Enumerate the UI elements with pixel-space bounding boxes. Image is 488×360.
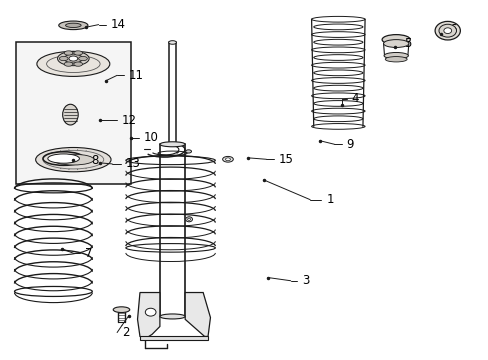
- Ellipse shape: [74, 62, 82, 66]
- Text: 5: 5: [403, 37, 410, 50]
- Ellipse shape: [383, 40, 408, 48]
- Ellipse shape: [113, 307, 129, 312]
- Text: 8: 8: [91, 154, 99, 167]
- Ellipse shape: [74, 51, 82, 55]
- Ellipse shape: [160, 314, 185, 319]
- Text: 14: 14: [111, 18, 125, 31]
- Ellipse shape: [443, 28, 451, 33]
- Ellipse shape: [69, 56, 78, 61]
- Ellipse shape: [438, 24, 456, 37]
- Text: 3: 3: [301, 274, 308, 287]
- Ellipse shape: [64, 54, 82, 63]
- Ellipse shape: [46, 55, 100, 72]
- Ellipse shape: [37, 51, 110, 76]
- Text: 1: 1: [325, 193, 333, 206]
- Polygon shape: [185, 293, 210, 337]
- Ellipse shape: [62, 104, 78, 125]
- Text: 15: 15: [278, 153, 293, 166]
- Text: 10: 10: [143, 131, 159, 144]
- Ellipse shape: [383, 53, 407, 59]
- Ellipse shape: [168, 41, 176, 44]
- Ellipse shape: [385, 57, 407, 62]
- Ellipse shape: [222, 157, 233, 162]
- Ellipse shape: [79, 57, 87, 61]
- Text: 4: 4: [351, 92, 358, 105]
- Ellipse shape: [58, 51, 89, 66]
- Ellipse shape: [64, 51, 73, 55]
- Ellipse shape: [145, 308, 156, 316]
- Ellipse shape: [65, 23, 81, 27]
- Text: 7: 7: [85, 247, 92, 260]
- Ellipse shape: [36, 148, 111, 172]
- Polygon shape: [140, 337, 207, 340]
- Ellipse shape: [59, 57, 68, 61]
- Polygon shape: [137, 293, 160, 339]
- Ellipse shape: [160, 142, 185, 147]
- Ellipse shape: [434, 21, 459, 40]
- FancyBboxPatch shape: [16, 42, 131, 184]
- Ellipse shape: [64, 62, 73, 66]
- Text: 11: 11: [128, 69, 143, 82]
- Ellipse shape: [185, 150, 191, 153]
- Text: 9: 9: [346, 138, 353, 151]
- Ellipse shape: [53, 154, 94, 165]
- Text: 6: 6: [448, 23, 455, 36]
- Text: 2: 2: [122, 326, 129, 339]
- Ellipse shape: [185, 217, 192, 222]
- Ellipse shape: [187, 218, 190, 220]
- Ellipse shape: [43, 150, 103, 169]
- Text: 13: 13: [125, 157, 140, 170]
- Ellipse shape: [225, 158, 230, 161]
- Ellipse shape: [48, 154, 79, 163]
- Ellipse shape: [381, 35, 409, 45]
- Text: 12: 12: [122, 114, 137, 127]
- Ellipse shape: [59, 21, 88, 30]
